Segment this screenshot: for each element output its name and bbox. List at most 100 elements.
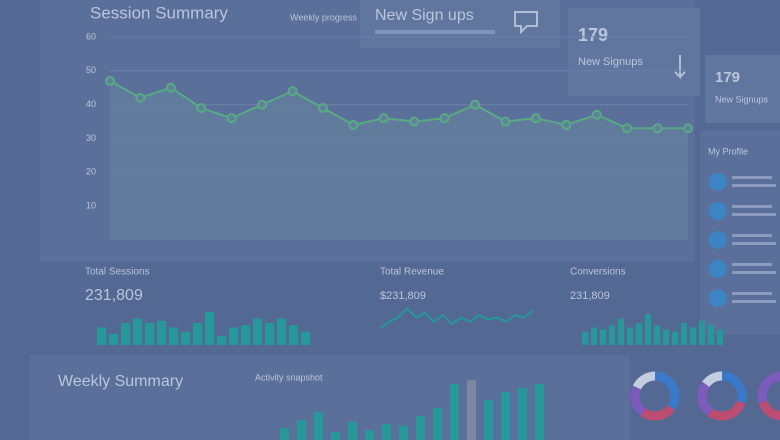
donut-segment [630,385,647,416]
avatar [709,289,727,307]
point [561,119,572,130]
weekly-bar [280,428,289,440]
kpi-bar [681,323,687,345]
weekly-bar [535,384,544,440]
stat-card [705,55,780,123]
kpi-bar [708,325,714,345]
point [683,123,693,134]
placeholder-text [732,271,776,274]
placeholder-text [732,213,776,216]
point [378,113,389,124]
kpi-bar [591,327,597,345]
donut-segment [757,371,780,404]
kpi-bar [97,327,106,345]
weekly-bar [314,412,323,440]
kpi-title: Total Revenue [380,267,444,278]
weekly-bar [416,416,425,440]
kpi-bar [193,323,202,345]
kpi-line [379,307,534,330]
donut-segment [707,400,746,421]
avatar [709,231,727,249]
donut-segment [758,400,780,421]
y-tick-label: 50 [86,65,96,75]
donut-segment [640,404,675,421]
avatar [709,173,727,191]
placeholder-text [732,176,772,179]
weekly-title: Weekly Summary [58,373,183,390]
profile-title: My Profile [708,146,748,156]
weekly-bar [450,384,459,440]
chat-icon [514,11,538,35]
placeholder-text [732,292,772,295]
donut-segment [702,371,723,388]
weekly-bar [399,426,408,440]
kpi-bar [600,329,606,345]
stat-label: New Signups [578,56,643,68]
weekly-bar [467,380,476,440]
y-tick-label: 20 [86,167,96,177]
kpi-bar [181,331,190,345]
arrow-icon [674,55,686,80]
stat-value: 179 [578,25,608,45]
weekly-bar [297,420,306,440]
line [109,80,688,130]
point [622,123,633,134]
donut-segment [632,371,656,390]
point [196,103,207,113]
donut-segment [654,371,680,411]
avatar [709,260,727,278]
donut-segment [697,381,714,416]
kpi-title: Total Sessions [85,267,149,278]
kpi-bar [169,327,178,345]
placeholder-text [732,300,776,303]
point [530,113,541,124]
kpi-bar [241,325,250,345]
chart-title: Session Summary [90,3,228,22]
y-tick-label: 60 [86,31,96,41]
donut-segment [721,371,747,404]
point [226,113,237,124]
kpi-bar [609,325,615,345]
placeholder-text [732,242,776,245]
kpi-bar [265,323,274,345]
card-title: New Sign ups [375,7,474,24]
kpi-title: Conversions [570,267,626,278]
kpi-bar [121,323,130,345]
kpi-bar [205,312,214,345]
kpi-bar [636,323,642,345]
kpi-bar [654,325,660,345]
y-tick-label: 40 [86,99,96,109]
chart-subtitle: Weekly progress [290,12,357,22]
stat-label: New Signups [715,94,769,104]
y-tick-label: 10 [86,201,96,211]
placeholder-text [375,30,495,34]
kpi-bar [253,318,262,345]
point [165,82,176,93]
point [348,119,359,130]
kpi-bar [672,331,678,345]
point [257,99,268,110]
kpi-bar [289,325,298,345]
stat-value: 179 [715,69,740,86]
weekly-bar [484,400,493,440]
kpi-value: $231,809 [380,290,426,302]
y-tick-label: 30 [86,133,96,143]
point [439,113,450,124]
kpi-bar [157,320,166,345]
placeholder-text [732,205,772,208]
weekly-bar [365,430,374,440]
kpi-bar [109,334,118,345]
weekly-bar [501,392,510,440]
placeholder-text [732,234,772,237]
kpi-bar [229,327,238,345]
point [409,116,420,127]
kpi-bar [663,329,669,345]
kpi-bar [133,318,142,345]
kpi-bar [717,329,723,345]
kpi-bar [627,327,633,345]
kpi-bar [645,314,651,345]
avatar [709,202,727,220]
weekly-bar [518,388,527,440]
